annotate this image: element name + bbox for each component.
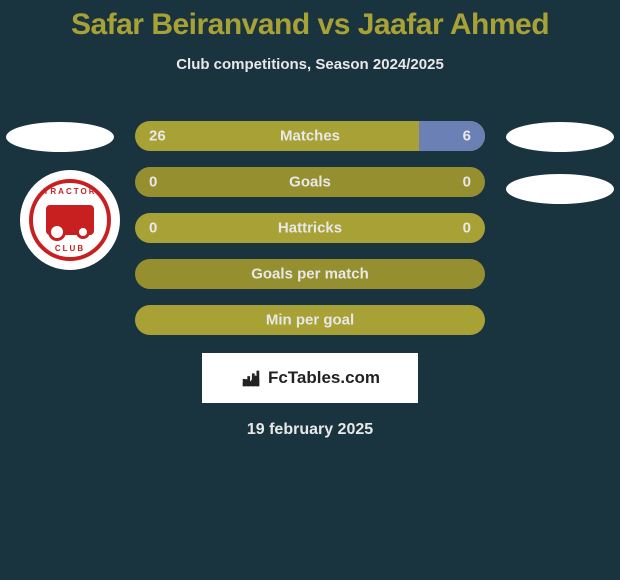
logo-box: FcTables.com — [202, 353, 418, 403]
left-shape-1 — [6, 122, 114, 152]
value-left: 0 — [149, 220, 157, 237]
badge-inner: TRACTOR CLUB — [29, 179, 111, 261]
badge-text-bottom: CLUB — [55, 244, 85, 253]
bar-label: Goals per match — [251, 266, 369, 283]
badge-text-top: TRACTOR — [44, 187, 97, 196]
value-right: 0 — [463, 174, 471, 191]
stat-row-goals-per-match: Goals per match — [135, 259, 485, 289]
stat-row-hattricks: 0 0 Hattricks — [135, 213, 485, 243]
wheel-icon — [76, 225, 90, 239]
right-shape-2 — [506, 174, 614, 204]
bar-label: Min per goal — [266, 312, 354, 329]
bar-label: Matches — [280, 128, 340, 145]
chart-icon — [240, 367, 262, 389]
stat-row-min-per-goal: Min per goal — [135, 305, 485, 335]
right-shape-1 — [506, 122, 614, 152]
team-badge: TRACTOR CLUB — [20, 170, 120, 270]
value-right: 0 — [463, 220, 471, 237]
bar-label: Goals — [289, 174, 331, 191]
subtitle: Club competitions, Season 2024/2025 — [0, 56, 620, 73]
value-left: 26 — [149, 128, 166, 145]
date-text: 19 february 2025 — [0, 421, 620, 439]
bar-fill-right — [419, 121, 485, 151]
stat-row-matches: 26 6 Matches — [135, 121, 485, 151]
comparison-bars: 26 6 Matches 0 0 Goals 0 0 Hattricks Goals per ma… — [135, 121, 485, 335]
page-title: Safar Beiranvand vs Jaafar Ahmed — [0, 0, 620, 42]
value-left: 0 — [149, 174, 157, 191]
logo-text: FcTables.com — [268, 368, 380, 388]
tractor-icon — [46, 205, 94, 235]
wheel-icon — [48, 223, 66, 241]
bar-label: Hattricks — [278, 220, 342, 237]
stat-row-goals: 0 0 Goals — [135, 167, 485, 197]
value-right: 6 — [463, 128, 471, 145]
